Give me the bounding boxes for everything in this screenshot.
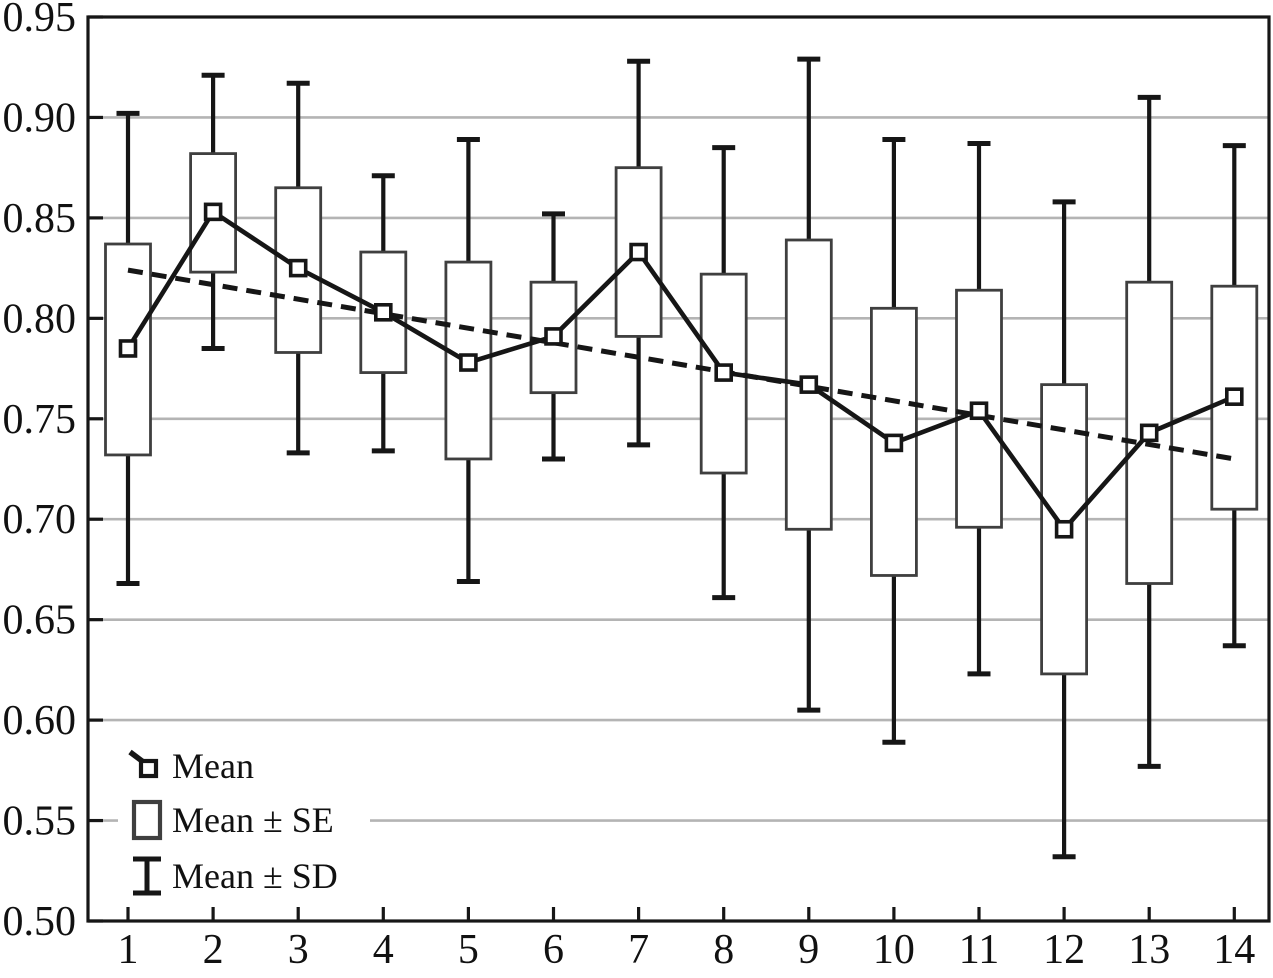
mean-marker-cat-7 (629, 242, 648, 262)
y-tick-label-0.80: 0.80 (3, 296, 77, 342)
x-tick-label-11: 11 (959, 927, 999, 973)
x-tick-label-12: 12 (1043, 927, 1085, 973)
mean-marker-cat-13 (1139, 423, 1159, 443)
x-tick-label-6: 6 (543, 927, 564, 973)
mean-marker-cat-14 (1225, 387, 1244, 406)
mean-marker-cat-2 (203, 202, 223, 222)
y-tick-label-0.50: 0.50 (3, 899, 77, 945)
y-tick-label-0.90: 0.90 (3, 95, 77, 141)
plot-border (86, 15, 1271, 923)
y-tick-label-0.65: 0.65 (3, 598, 77, 644)
y-tick-label-0.55: 0.55 (3, 799, 77, 845)
x-tick-label-1: 1 (118, 927, 139, 973)
legend-bg-row-1 (118, 743, 370, 789)
mean-marker-cat-4 (373, 303, 393, 322)
legend-label-3: Mean ± SD (172, 856, 338, 896)
mean-marker-cat-6 (544, 327, 563, 346)
mean-marker-cat-11 (969, 401, 989, 421)
x-tick-label-9: 9 (798, 927, 819, 973)
legend-label-2: Mean ± SE (172, 800, 334, 840)
mean-marker-cat-3 (288, 258, 308, 278)
y-tick-label-0.70: 0.70 (3, 497, 77, 543)
legend-se-box-icon (131, 799, 163, 841)
x-tick-label-10: 10 (873, 927, 915, 973)
x-tick-label-8: 8 (713, 927, 734, 973)
mean-marker-cat-8 (714, 363, 734, 382)
y-tick-label-0.60: 0.60 (3, 698, 77, 744)
mean-line (126, 208, 1236, 533)
mean-marker-cat-10 (884, 433, 904, 453)
legend-mean-marker-icon (138, 758, 159, 779)
x-tick-label-3: 3 (288, 927, 309, 973)
mean-marker-cat-12 (1054, 519, 1074, 539)
x-tick-label-2: 2 (203, 927, 224, 973)
legend-label-1: Mean (172, 746, 254, 786)
x-tick-label-14: 14 (1213, 927, 1255, 973)
x-tick-label-7: 7 (628, 927, 649, 973)
mean-marker-cat-5 (459, 353, 478, 372)
se-box-cat-7 (614, 166, 663, 338)
y-tick-label-0.75: 0.75 (3, 397, 77, 443)
x-tick-label-5: 5 (458, 927, 479, 973)
x-tick-label-4: 4 (373, 927, 394, 973)
mean-marker-cat-1 (118, 339, 138, 358)
x-tick-label-13: 13 (1128, 927, 1170, 973)
y-tick-label-0.85: 0.85 (3, 196, 77, 242)
mean-marker-cat-9 (799, 375, 819, 394)
trend-dashed-line (127, 267, 1235, 462)
y-tick-label-0.95: 0.95 (3, 0, 77, 41)
